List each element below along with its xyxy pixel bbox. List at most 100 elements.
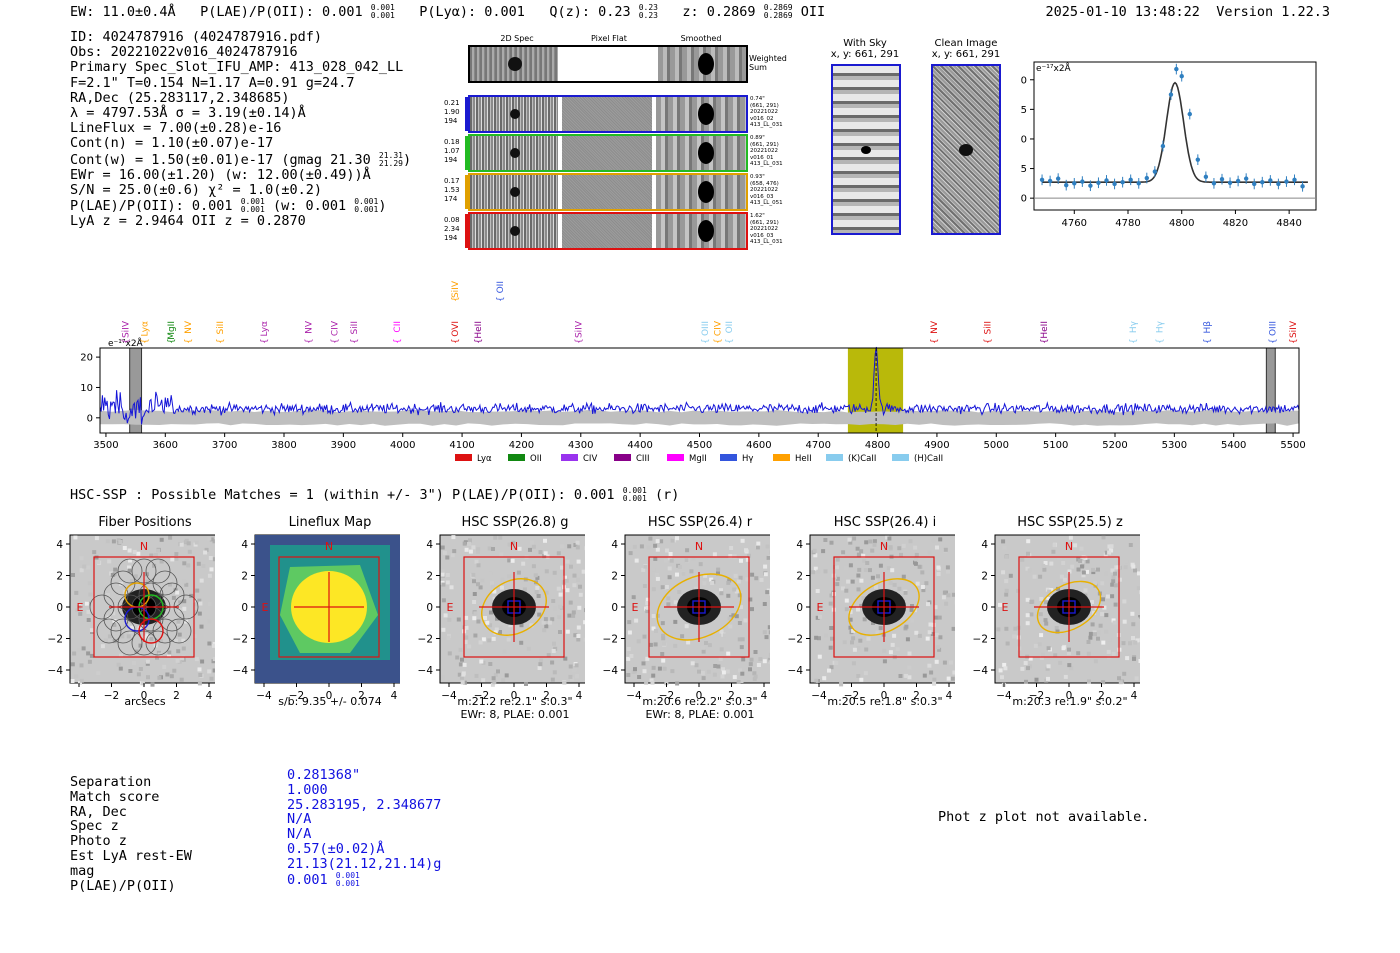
noise-pixel bbox=[728, 624, 733, 629]
noise-pixel bbox=[575, 540, 580, 545]
noise-pixel bbox=[159, 537, 164, 542]
noise-pixel bbox=[170, 557, 175, 562]
zoom-data-point bbox=[1168, 92, 1174, 97]
noise-pixel bbox=[895, 647, 900, 652]
noise-pixel bbox=[530, 540, 535, 545]
noise-pixel bbox=[489, 610, 493, 615]
noise-pixel bbox=[1111, 575, 1116, 580]
cutout-2d-spot-2 bbox=[510, 187, 520, 197]
noise-pixel bbox=[1096, 636, 1100, 641]
noise-pixel bbox=[1032, 574, 1037, 579]
noise-pixel bbox=[739, 645, 744, 650]
spectrum-xtick-label: 5500 bbox=[1280, 440, 1305, 451]
noise-pixel bbox=[574, 663, 579, 668]
noise-pixel bbox=[474, 673, 479, 678]
noise-pixel bbox=[193, 609, 198, 614]
clean-title-text: Clean Image bbox=[934, 38, 998, 49]
row-mag-key: mag bbox=[70, 862, 95, 879]
noise-pixel bbox=[77, 605, 82, 610]
noise-pixel bbox=[207, 536, 212, 541]
noise-pixel bbox=[483, 616, 487, 620]
noise-pixel bbox=[670, 538, 675, 543]
aperture-ellipse bbox=[481, 578, 547, 636]
spectrum-xtick-label: 5000 bbox=[984, 440, 1009, 451]
noise-pixel bbox=[157, 675, 162, 680]
noise-pixel bbox=[638, 608, 643, 613]
noise-pixel bbox=[749, 657, 754, 662]
noise-pixel bbox=[1127, 654, 1132, 659]
noise-pixel bbox=[472, 600, 477, 604]
noise-pixel bbox=[748, 667, 752, 672]
noise-pixel bbox=[856, 607, 860, 612]
noise-pixel bbox=[1086, 640, 1091, 644]
noise-pixel bbox=[703, 573, 708, 578]
cutout-left-labels-1: 0.18 1.07 194 bbox=[444, 138, 466, 165]
spectrum-line-label: OII bbox=[725, 321, 735, 333]
noise-pixel bbox=[818, 614, 822, 619]
noise-pixel bbox=[852, 536, 857, 541]
noise-pixel bbox=[862, 558, 867, 563]
ytick-label: 2 bbox=[611, 571, 618, 583]
noise-pixel bbox=[538, 550, 543, 555]
noise-pixel bbox=[924, 581, 929, 586]
noise-pixel bbox=[913, 545, 918, 550]
noise-pixel bbox=[476, 582, 480, 587]
legend-swatch bbox=[508, 454, 525, 461]
noise-pixel bbox=[1044, 621, 1049, 626]
ytick-label: −2 bbox=[973, 634, 988, 646]
noise-pixel bbox=[508, 623, 513, 628]
cutout-right-label: 20221022 bbox=[750, 187, 778, 193]
noise-pixel bbox=[726, 593, 731, 598]
noise-pixel bbox=[112, 619, 117, 623]
spectrum-error-band bbox=[100, 409, 1299, 426]
legend-swatch bbox=[720, 454, 737, 461]
header-right: 2025-01-10 13:48:22 Version 1.22.3 bbox=[1046, 4, 1331, 20]
xtick-label: 4 bbox=[391, 690, 398, 702]
noise-pixel bbox=[583, 637, 585, 642]
noise-pixel bbox=[863, 671, 868, 676]
spectrum-xtick-label: 4700 bbox=[805, 440, 830, 451]
noise-pixel bbox=[1026, 666, 1030, 671]
noise-pixel bbox=[571, 613, 576, 618]
noise-pixel bbox=[938, 537, 943, 542]
zoom-data-point bbox=[1039, 177, 1045, 183]
noise-pixel bbox=[1086, 651, 1091, 656]
noise-pixel bbox=[1104, 629, 1109, 634]
info-primary: Primary Spec_Slot_IFU_AMP: 413_028_042_L… bbox=[70, 59, 404, 76]
noise-pixel bbox=[684, 624, 689, 629]
noise-pixel bbox=[551, 649, 556, 653]
noise-pixel bbox=[904, 624, 909, 629]
noise-pixel bbox=[92, 550, 97, 555]
noise-pixel bbox=[811, 570, 816, 575]
noise-pixel bbox=[543, 538, 547, 543]
noise-pixel bbox=[813, 566, 818, 571]
noise-pixel bbox=[878, 626, 883, 631]
noise-pixel bbox=[565, 559, 570, 564]
spectrum-line-label: SiIV bbox=[122, 320, 132, 338]
noise-pixel bbox=[734, 614, 739, 619]
noise-pixel bbox=[570, 677, 574, 682]
noise-pixel bbox=[1085, 559, 1090, 564]
noise-pixel bbox=[494, 627, 499, 632]
noise-pixel bbox=[535, 585, 540, 590]
spectrum-line-label: Lyα bbox=[260, 321, 270, 337]
noise-pixel bbox=[79, 663, 84, 668]
noise-pixel bbox=[644, 680, 649, 685]
noise-pixel bbox=[493, 630, 498, 635]
noise-pixel bbox=[74, 674, 79, 679]
noise-pixel bbox=[152, 563, 157, 568]
noise-pixel bbox=[870, 575, 875, 580]
noise-pixel bbox=[106, 615, 111, 620]
hsc-panel-title-2: HSC SSP(26.8) g bbox=[461, 515, 569, 530]
noise-pixel bbox=[677, 565, 682, 569]
noise-pixel bbox=[722, 633, 727, 638]
noise-pixel bbox=[1137, 571, 1140, 576]
noise-pixel bbox=[758, 657, 763, 662]
noise-pixel bbox=[878, 563, 883, 568]
noise-pixel bbox=[441, 675, 446, 680]
info-lya-z: LyA z = 2.9464 OII z = 0.2870 bbox=[70, 213, 306, 230]
cutout-left-label: 174 bbox=[444, 195, 458, 203]
noise-pixel bbox=[209, 676, 214, 681]
spectrum-xtick-label: 3800 bbox=[271, 440, 296, 451]
xtick-label: 2 bbox=[728, 690, 735, 702]
